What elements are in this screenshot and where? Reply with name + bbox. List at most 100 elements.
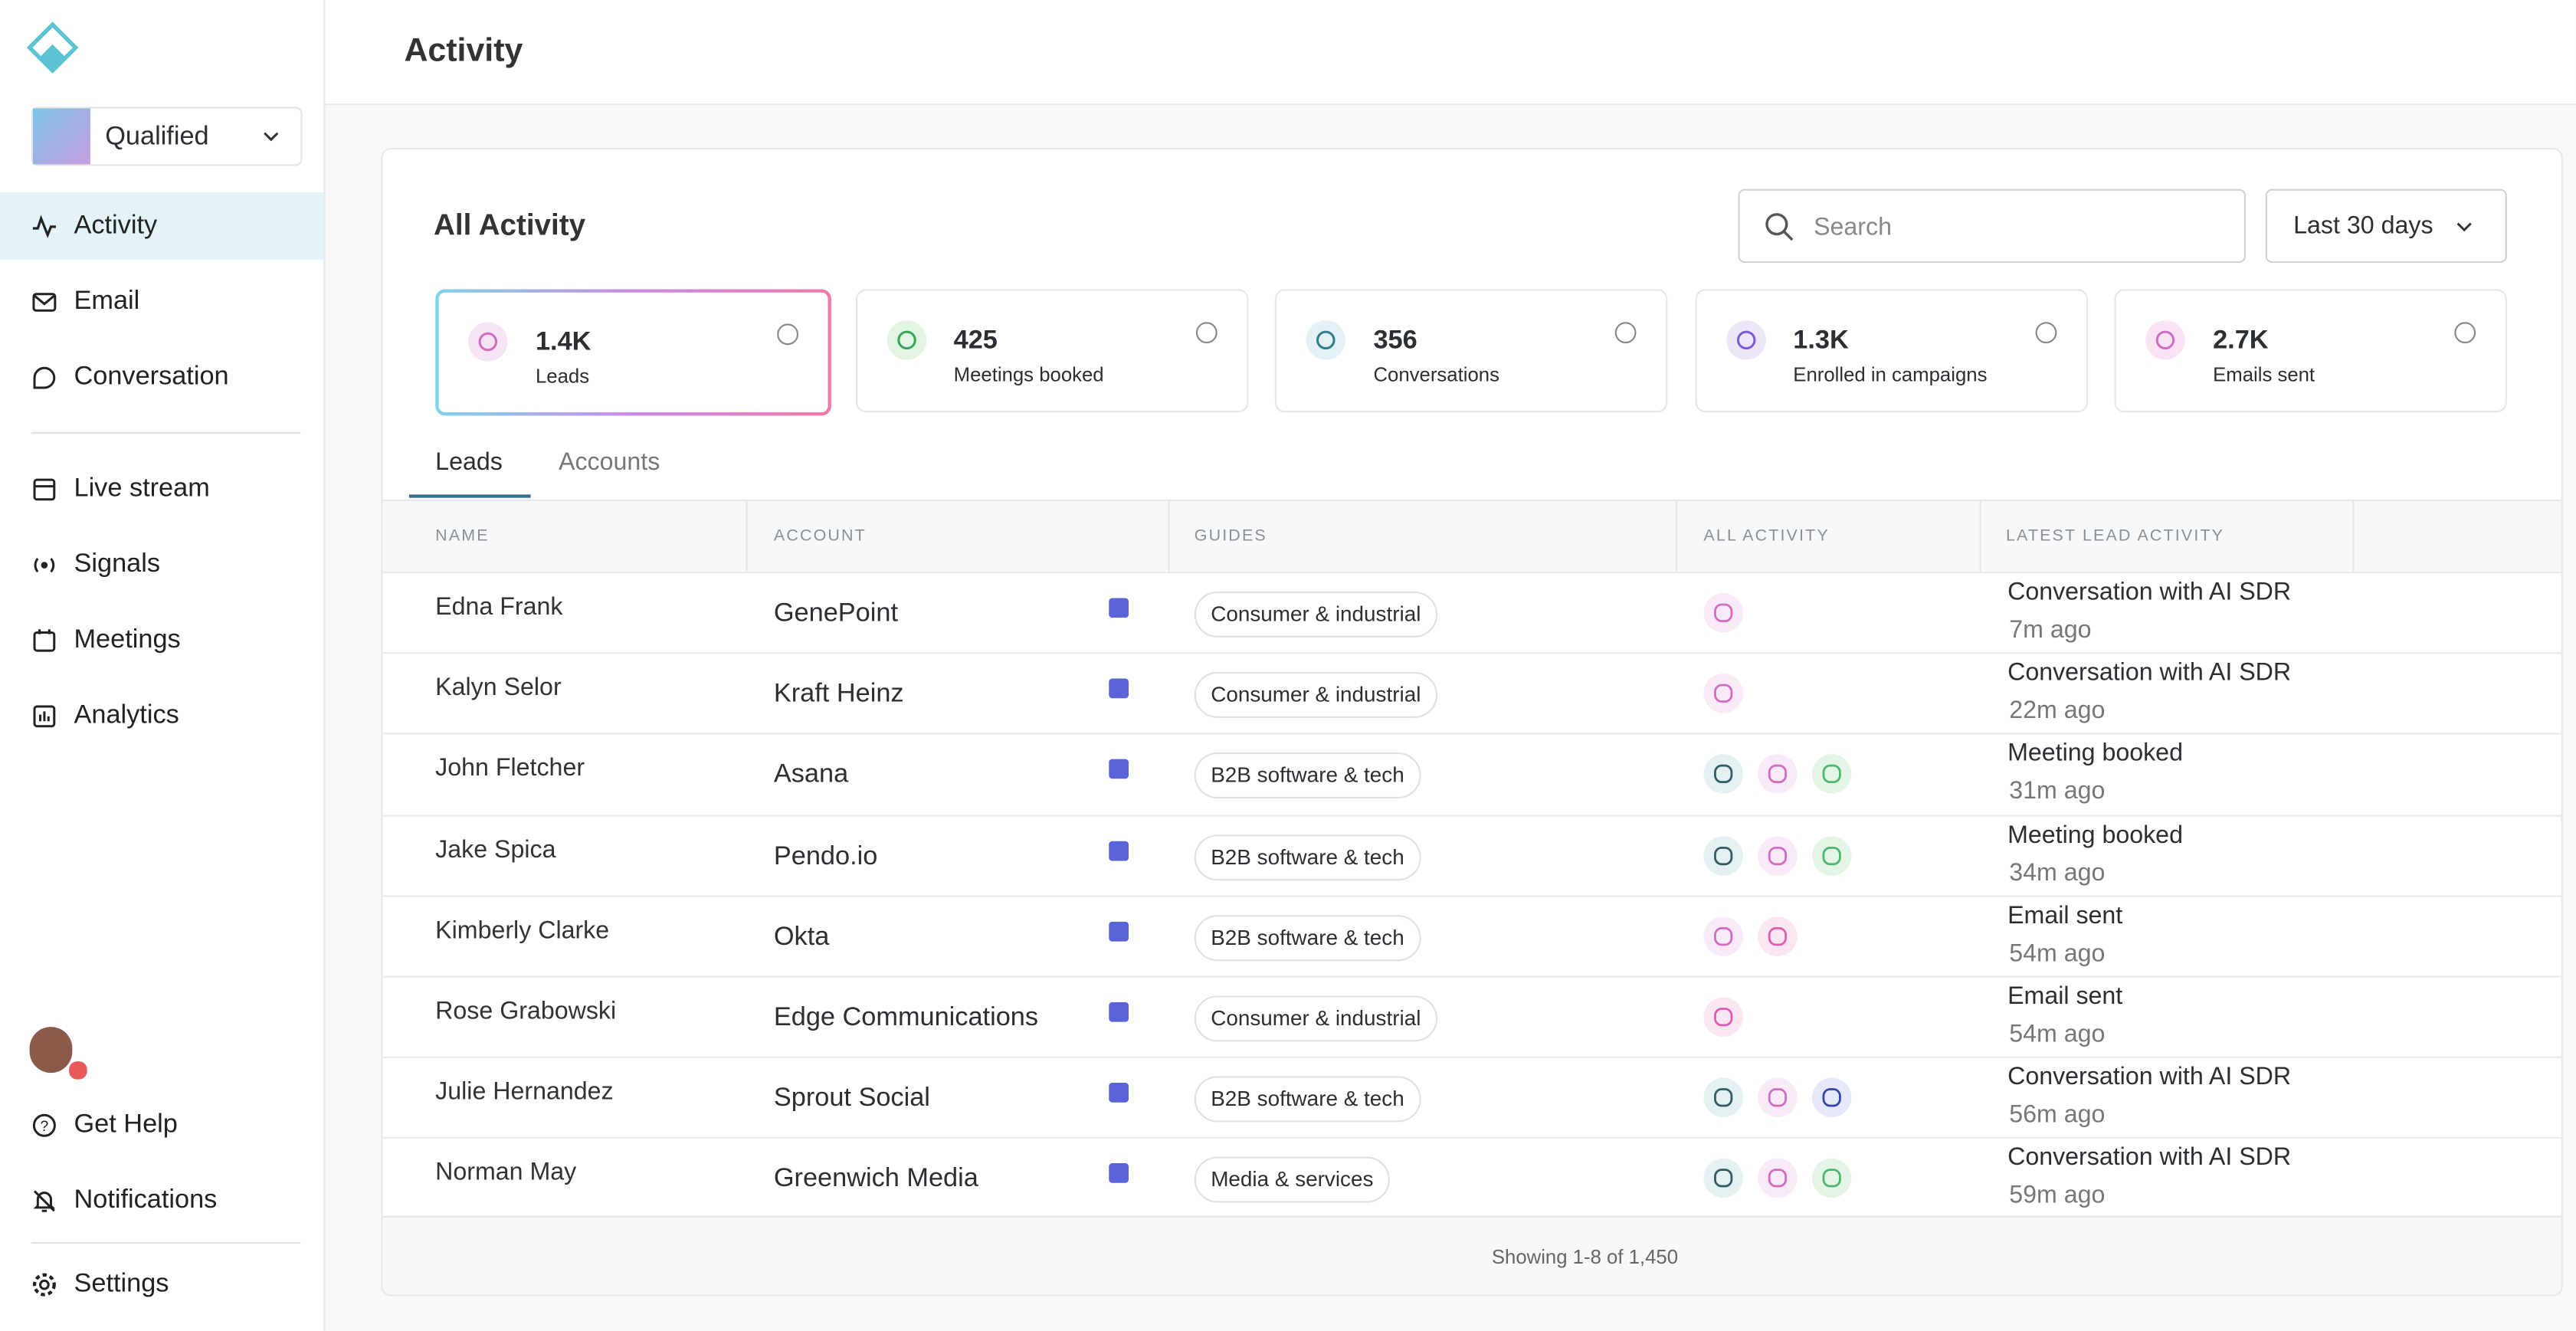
stat-label: Leads (535, 364, 590, 388)
stat-card[interactable]: 2.7K Emails sent (2114, 289, 2507, 413)
nav-item[interactable]: Signals (0, 531, 323, 598)
nav-label: Signals (74, 549, 161, 578)
table-header (382, 499, 2561, 574)
account-icon (1109, 678, 1129, 699)
activity-time: 54m ago (2009, 1020, 2106, 1048)
table-row[interactable]: Julie Hernandez Sprout Social B2B software… (382, 1057, 2561, 1139)
activity-icon (1758, 1159, 1798, 1198)
activity-time: 56m ago (2009, 1100, 2106, 1129)
latest-activity: Conversation with AI SDR (2007, 578, 2292, 607)
stat-value: 356 (1373, 326, 1417, 356)
stat-value: 2.7K (2213, 326, 2269, 356)
column-divider (746, 500, 748, 572)
stat-label: Conversations (1373, 362, 1499, 386)
account-icon (1109, 1163, 1129, 1184)
stat-icon (468, 322, 508, 362)
activity-time: 22m ago (2009, 697, 2106, 725)
nav-item[interactable]: Notifications (0, 1166, 323, 1234)
activity-icon (1811, 1159, 1852, 1198)
activity-icon (1758, 916, 1798, 956)
nav-label: Get Help (74, 1110, 178, 1138)
column-header: ACCOUNT (773, 527, 867, 546)
table-row[interactable]: Jake Spica Pendo.io B2B software & tech Mee… (382, 814, 2561, 897)
nav-item[interactable]: Activity (0, 192, 324, 260)
stat-card[interactable]: 1.3K Enrolled in campaigns (1694, 289, 2088, 413)
nav-label: Analytics (74, 700, 179, 729)
nav-label: Conversation (74, 362, 229, 391)
activity-panel: All Activity Search Last 30 days Leads A… (381, 147, 2563, 1297)
nav-item[interactable]: Settings (0, 1251, 323, 1318)
account-name: Pendo.io (773, 842, 878, 870)
account-name: Asana (773, 761, 849, 790)
guide-pill: B2B software & tech (1194, 752, 1421, 799)
activity-time: 54m ago (2009, 939, 2106, 968)
stat-card[interactable]: 1.4K Leads (435, 289, 831, 415)
column-divider (1675, 500, 1678, 572)
stat-value: 425 (953, 326, 998, 356)
chevron (264, 132, 279, 142)
nav-item[interactable]: Email (0, 267, 323, 335)
nav-item[interactable]: ? Get Help (0, 1091, 323, 1159)
info-icon[interactable] (2034, 322, 2057, 344)
nav-label: Activity (74, 211, 158, 239)
guide-pill: Media & services (1194, 1157, 1390, 1204)
activity-icon (1703, 835, 1743, 875)
stat-value: 1.3K (1793, 326, 1849, 356)
guide-pill: Consumer & industrial (1194, 672, 1437, 719)
stat-icon (2145, 320, 2185, 360)
tab[interactable]: Accounts (558, 448, 660, 477)
date-filter[interactable]: Last 30 days (2265, 189, 2507, 264)
stat-value: 1.4K (535, 328, 592, 357)
stat-card[interactable]: 356 Conversations (1274, 289, 1668, 413)
info-icon[interactable] (1614, 322, 1637, 344)
latest-activity: Conversation with AI SDR (2007, 659, 2292, 687)
info-icon[interactable] (777, 323, 799, 346)
stat-icon (886, 320, 926, 360)
nav-label: Email (74, 287, 140, 315)
account-name: Okta (773, 923, 830, 951)
nav-item[interactable]: Conversation (0, 343, 323, 411)
stat-icon (1306, 320, 1346, 360)
table-row[interactable]: Kalyn Selor Kraft Heinz Consumer & industr… (382, 652, 2561, 735)
page-title: Activity (404, 32, 523, 70)
account-name: GenePoint (773, 599, 898, 628)
divider (31, 1241, 301, 1244)
nav-item[interactable]: Meetings (0, 606, 323, 674)
info-icon[interactable] (2454, 322, 2476, 344)
nav-label: Notifications (74, 1185, 218, 1214)
info-icon[interactable] (1195, 322, 1217, 344)
table-row[interactable]: Norman May Greenwich Media Media & service… (382, 1137, 2561, 1220)
table-row[interactable]: Kimberly Clarke Okta B2B software & tech Em… (382, 895, 2561, 977)
table-row[interactable]: Edna Frank GenePoint Consumer & industrial… (382, 572, 2561, 654)
nav-item[interactable]: Analytics (0, 682, 323, 749)
activity-icon (1703, 997, 1743, 1037)
search-box[interactable]: Search (1738, 189, 2246, 264)
stat-card[interactable]: 425 Meetings booked (855, 289, 1248, 413)
org-switcher[interactable]: Qualified (31, 107, 303, 166)
tab[interactable]: Leads (435, 448, 503, 477)
activity-time: 34m ago (2009, 858, 2106, 887)
activity-time: 7m ago (2009, 616, 2092, 644)
brand: Qualified (105, 123, 209, 152)
account-name: Greenwich Media (773, 1165, 978, 1194)
table-footer: Showing 1-8 of 1,450 (382, 1215, 2561, 1295)
search-placeholder: Search (1814, 213, 1892, 242)
column-header: GUIDES (1194, 527, 1267, 546)
activity-icon (1758, 835, 1798, 875)
account-icon (1109, 1083, 1129, 1103)
lead-name: Kimberly Clarke (435, 916, 610, 945)
table-row[interactable]: Rose Grabowski Edge Communications Consume… (382, 975, 2561, 1058)
pagination-info: Showing 1-8 of 1,450 (1491, 1245, 1679, 1269)
nav-item[interactable]: Live stream (0, 455, 323, 523)
activity-icon (1703, 1077, 1743, 1118)
status-dot (67, 1059, 89, 1081)
table-row[interactable]: John Fletcher Asana B2B software & tech Mee… (382, 733, 2561, 815)
activity-icon (1811, 754, 1852, 795)
activity-time: 31m ago (2009, 777, 2106, 806)
user-avatar[interactable] (29, 1027, 73, 1074)
nav-label: Meetings (74, 625, 181, 654)
svg-text:?: ? (41, 1118, 49, 1134)
panel-title: All Activity (434, 208, 586, 242)
guide-pill: B2B software & tech (1194, 914, 1421, 961)
